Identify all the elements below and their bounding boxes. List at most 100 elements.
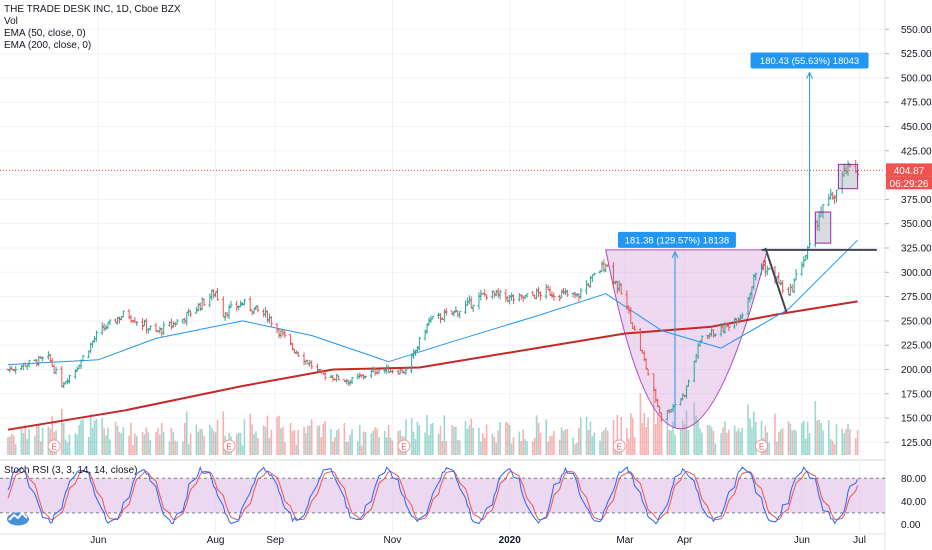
volume-bar	[616, 414, 619, 455]
volume-bar	[61, 408, 63, 455]
volume-bar	[735, 431, 738, 455]
tradingview-logo-icon[interactable]	[6, 508, 30, 526]
volume-bar	[310, 419, 313, 455]
volume-bar	[603, 430, 605, 455]
volume-bar	[526, 441, 528, 455]
volume-bar	[162, 431, 165, 455]
volume-bar	[160, 422, 163, 455]
volume-bar	[833, 444, 836, 455]
volume-bar	[235, 434, 238, 455]
volume-bar	[303, 426, 305, 455]
volume-bar	[318, 425, 321, 455]
volume-bar	[643, 413, 646, 455]
volume-bar	[347, 441, 350, 455]
measure-arrow	[671, 250, 679, 259]
volume-bar	[493, 436, 496, 455]
volume-bar	[349, 434, 351, 455]
volume-bar	[362, 431, 365, 455]
volume-bar	[378, 437, 380, 455]
volume-bar	[601, 432, 603, 455]
volume-bar	[547, 441, 549, 455]
volume-bar	[843, 433, 845, 455]
ema50-legend[interactable]: EMA (50, close, 0)	[4, 28, 86, 39]
volume-bar	[728, 429, 730, 455]
volume-bar	[545, 419, 548, 455]
volume-bar	[416, 421, 419, 455]
highlight-box	[837, 163, 859, 190]
volume-bar	[89, 414, 92, 455]
volume-bar	[78, 425, 80, 455]
volume-bar	[801, 423, 803, 455]
volume-bar	[270, 429, 273, 455]
volume-bar	[372, 430, 375, 455]
price-tick-label: 350.00	[901, 219, 932, 230]
volume-bar	[672, 421, 674, 455]
volume-bar	[134, 433, 136, 455]
trend-line	[764, 247, 788, 313]
volume-bar	[806, 421, 809, 455]
rsi-tick-label: 80.00	[901, 474, 926, 485]
volume-bar	[170, 427, 173, 455]
volume-bar	[693, 402, 696, 455]
volume-bar	[24, 424, 27, 455]
volume-bar	[289, 422, 292, 455]
volume-bar	[345, 442, 348, 455]
volume-bar	[216, 419, 219, 455]
volume-bar	[182, 441, 184, 455]
volume-bar	[764, 426, 767, 455]
volume-bar	[210, 427, 213, 455]
volume-bar	[284, 441, 286, 455]
volume-bar	[666, 420, 669, 455]
volume-bar	[724, 421, 726, 455]
volume-bar	[585, 416, 588, 455]
volume-bar	[553, 430, 555, 455]
volume-bar	[168, 441, 171, 455]
volume-bar	[574, 444, 576, 455]
volume-bar	[641, 423, 644, 455]
ema200-legend[interactable]: EMA (200, close, 0)	[4, 40, 92, 51]
volume-bar	[424, 432, 426, 455]
volume-bar	[26, 438, 29, 455]
volume-legend[interactable]: Vol	[4, 16, 18, 27]
volume-bar	[214, 432, 217, 455]
symbol-title[interactable]: THE TRADE DESK INC, 1D, Cboe BZX	[4, 4, 181, 15]
volume-bar	[789, 423, 792, 455]
time-axis: Jun Aug Sep Nov 2020 Mar Apr Jun Jul	[90, 535, 866, 546]
volume-bar	[130, 422, 132, 455]
volume-bar	[605, 427, 607, 455]
volume-bar	[37, 424, 40, 455]
volume-bar	[337, 428, 340, 455]
volume-bar	[660, 419, 663, 455]
price-tick-label: 300.00	[901, 268, 932, 279]
volume-bar	[849, 429, 851, 455]
volume-bar	[749, 418, 751, 455]
volume-bar	[143, 434, 146, 455]
volume-bar	[414, 439, 417, 455]
price-tick-label: 450.00	[901, 122, 932, 133]
volume-bar	[332, 441, 334, 455]
rsi-k-line	[7, 465, 859, 525]
volume-bar	[266, 415, 269, 455]
volume-bar	[172, 432, 175, 455]
volume-bar	[478, 427, 480, 455]
volume-bar	[11, 434, 13, 455]
price-tick-label: 475.00	[901, 98, 932, 109]
cup-shape	[605, 249, 768, 430]
volume-bar	[658, 417, 661, 455]
rsi-tick-label: 40.00	[901, 497, 926, 508]
volume-bar	[107, 427, 109, 455]
volume-bar	[391, 440, 394, 455]
stoch-rsi-legend[interactable]: Stoch RSI (3, 3, 14, 14, close)	[4, 465, 138, 476]
volume-bar	[141, 431, 144, 455]
volume-bar	[695, 415, 697, 455]
volume-bar	[185, 411, 188, 455]
volume-bar	[370, 433, 373, 455]
volume-bar	[510, 443, 513, 455]
volume-bar	[445, 441, 448, 455]
volume-bar	[268, 437, 271, 455]
volume-bar	[628, 438, 630, 455]
volume-bar	[754, 421, 757, 455]
